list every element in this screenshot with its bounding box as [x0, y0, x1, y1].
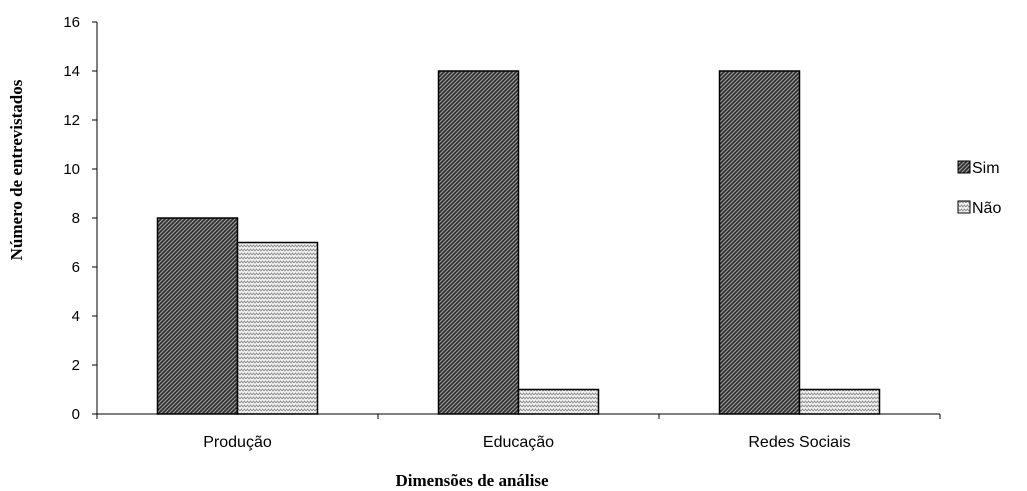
legend-swatch [957, 200, 971, 214]
bar-sim-3 [718, 70, 801, 415]
y-tick-label: 8 [72, 210, 80, 227]
y-tick-label: 0 [72, 406, 80, 423]
x-category-label: Redes Sociais [748, 434, 850, 451]
legend-swatch [957, 160, 971, 174]
y-tick-label: 12 [63, 112, 80, 129]
y-tick-label: 2 [72, 357, 80, 374]
y-tick-label: 6 [72, 259, 80, 276]
legend: Sim Não [957, 160, 1001, 217]
y-tick-label: 10 [63, 161, 80, 178]
bar-nao-2 [517, 388, 600, 415]
legend-label: Sim [972, 160, 1000, 177]
y-axis-title: Número de entrevistados [7, 79, 26, 260]
y-tick-label: 4 [72, 308, 80, 325]
x-category-label: Produção [203, 434, 272, 451]
y-axis: 0 2 4 6 8 10 12 14 16 [63, 14, 98, 423]
y-tick-label: 16 [63, 14, 80, 31]
x-category-label: Educação [483, 434, 554, 451]
bar-sim-2 [437, 70, 520, 415]
bar-nao-3 [798, 388, 881, 415]
x-axis-title: Dimensões de análise [396, 471, 549, 490]
y-tick-label: 14 [63, 63, 80, 80]
bar-sim-1 [156, 217, 239, 415]
x-axis: Produção Educação Redes Sociais [96, 413, 941, 451]
legend-label: Não [972, 200, 1001, 217]
bars [156, 70, 881, 415]
bar-nao-1 [236, 241, 319, 415]
